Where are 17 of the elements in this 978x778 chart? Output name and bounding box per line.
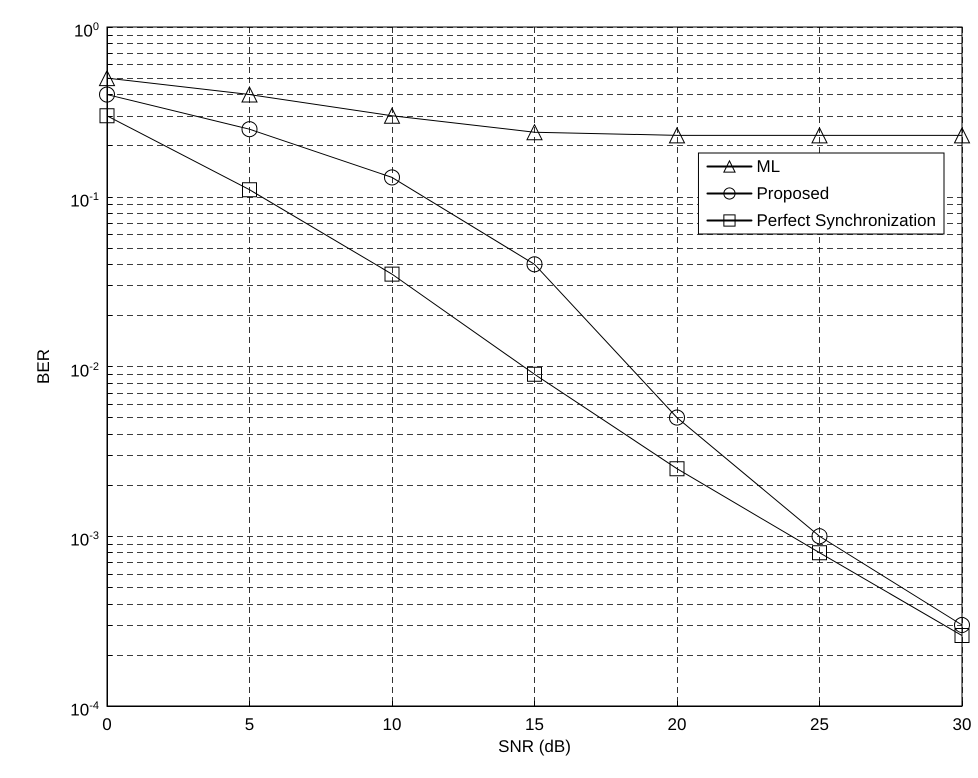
x-tick-label: 30 (952, 715, 972, 734)
x-tick-label: 5 (244, 715, 254, 734)
y-axis-title: BER (34, 349, 53, 384)
legend-label: Proposed (756, 184, 830, 203)
y-tick-label: 10$^{-1}$ (70, 190, 99, 212)
y-tick-label: 10$^{-3}$ (70, 529, 99, 552)
legend-label: Perfect Synchronization (756, 211, 936, 230)
x-tick-label: 0 (102, 715, 112, 734)
y-tick-label: 10$^{-4}$ (70, 699, 99, 722)
legend-label: ML (756, 157, 780, 176)
y-tick-label: 10$^{-2}$ (70, 360, 99, 382)
x-axis-title: SNR (dB) (498, 736, 571, 756)
x-tick-label: 10 (382, 715, 402, 734)
x-tick-label: 25 (810, 715, 829, 734)
x-tick-label: 20 (668, 715, 686, 734)
y-tick-label: 10$^{0}$ (74, 20, 99, 43)
x-tick-label: 15 (525, 715, 544, 734)
